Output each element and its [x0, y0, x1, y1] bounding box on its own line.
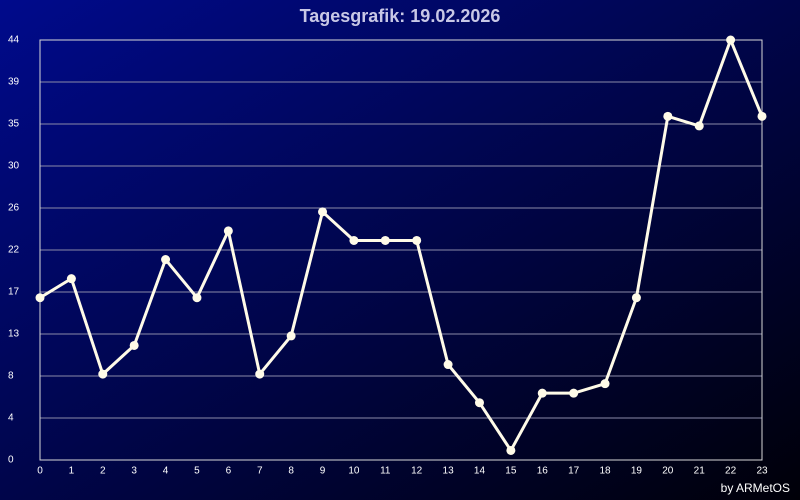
- x-tick-label: 22: [725, 466, 737, 477]
- y-tick-label: 30: [8, 161, 20, 172]
- y-tick-label: 17: [8, 287, 20, 298]
- data-point: [726, 35, 736, 45]
- data-point: [412, 235, 422, 245]
- data-point: [537, 388, 547, 398]
- x-tick-label: 9: [320, 466, 326, 477]
- x-tick-label: 23: [756, 466, 768, 477]
- x-tick-label: 11: [380, 466, 391, 477]
- data-point: [192, 293, 202, 303]
- x-tick-label: 21: [694, 466, 706, 477]
- y-tick-label: 0: [8, 455, 14, 466]
- data-point: [663, 111, 673, 121]
- x-tick-label: 13: [443, 466, 455, 477]
- y-tick-label: 26: [8, 203, 20, 214]
- y-tick-label: 44: [8, 35, 20, 46]
- plot-frame: [39, 39, 763, 461]
- y-tick-label: 39: [8, 77, 20, 88]
- x-tick-label: 5: [194, 466, 200, 477]
- x-tick-label: 18: [599, 466, 611, 477]
- data-point: [443, 360, 453, 370]
- x-tick-label: 3: [131, 466, 137, 477]
- data-point: [223, 226, 233, 236]
- data-point: [286, 331, 296, 341]
- x-tick-label: 10: [348, 466, 360, 477]
- x-tick-label: 12: [411, 466, 423, 477]
- data-point: [474, 398, 484, 408]
- data-point: [694, 121, 704, 131]
- x-tick-label: 0: [37, 466, 43, 477]
- data-point: [569, 388, 579, 398]
- y-tick-label: 35: [8, 119, 20, 130]
- x-tick-label: 19: [631, 466, 643, 477]
- data-point: [129, 340, 139, 350]
- x-tick-label: 7: [257, 466, 263, 477]
- data-point: [380, 235, 390, 245]
- data-point: [35, 293, 45, 303]
- x-tick-label: 16: [537, 466, 549, 477]
- x-tick-label: 17: [568, 466, 580, 477]
- data-point: [255, 369, 265, 379]
- x-tick-label: 8: [288, 466, 294, 477]
- data-point: [98, 369, 108, 379]
- y-tick-label: 8: [8, 371, 14, 382]
- x-tick-label: 15: [505, 466, 517, 477]
- x-tick-label: 14: [474, 466, 486, 477]
- data-point: [600, 379, 610, 389]
- data-point: [66, 274, 76, 284]
- y-tick-label: 13: [8, 329, 20, 340]
- x-tick-label: 4: [163, 466, 169, 477]
- data-point: [349, 235, 359, 245]
- y-tick-label: 4: [8, 413, 14, 424]
- x-tick-label: 6: [226, 466, 232, 477]
- data-line: [39, 38, 764, 452]
- footer: by ARMetOS: [721, 481, 790, 495]
- data-point: [506, 445, 516, 455]
- x-tick-label: 1: [69, 466, 75, 477]
- x-tick-label: 20: [662, 466, 674, 477]
- data-point: [631, 293, 641, 303]
- x-tick-label: 2: [100, 466, 106, 477]
- y-tick-label: 22: [8, 245, 20, 256]
- data-point: [161, 255, 171, 265]
- chart-title: Tagesgrafik: 19.02.2026: [300, 6, 501, 26]
- data-point: [757, 111, 767, 121]
- data-point: [318, 207, 328, 217]
